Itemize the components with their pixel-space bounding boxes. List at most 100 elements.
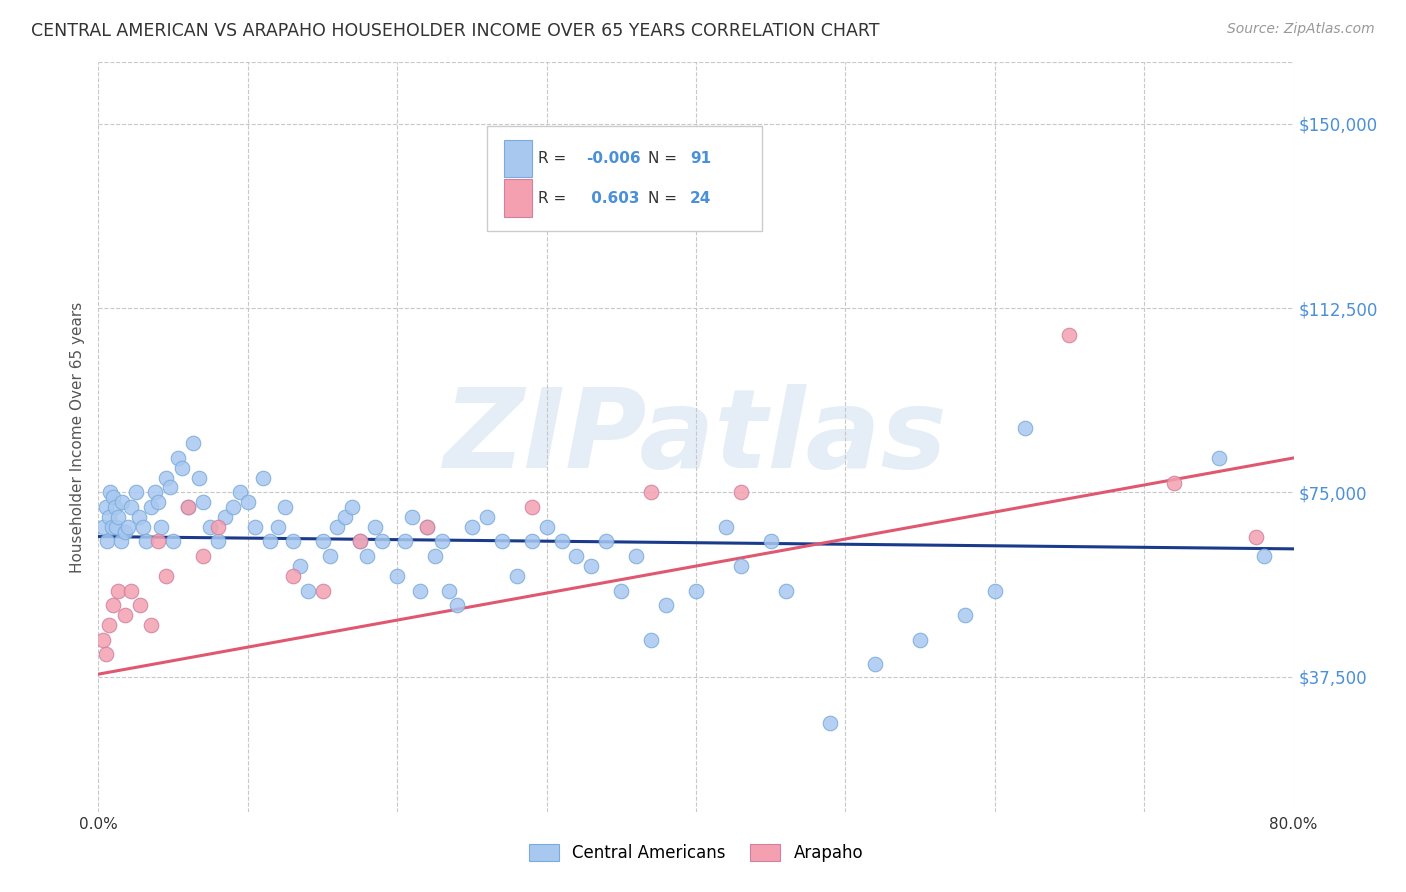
Point (1059, 328, 1081, 343)
Point (229, 485, 252, 500)
Point (333, 510, 356, 524)
Point (91, 632, 114, 647)
Text: N =: N = (648, 151, 682, 166)
Point (181, 436, 204, 450)
Point (128, 510, 150, 524)
Point (135, 534, 157, 549)
Point (94, 500, 117, 514)
Point (245, 520, 267, 534)
Point (953, 608, 976, 623)
Point (155, 569, 177, 583)
Point (105, 520, 128, 534)
Point (475, 510, 498, 524)
Point (125, 485, 148, 500)
Point (595, 534, 617, 549)
Point (349, 534, 371, 549)
Point (274, 500, 297, 514)
Point (984, 583, 1007, 598)
Y-axis label: Householder Income Over 65 years: Householder Income Over 65 years (69, 301, 84, 573)
Point (110, 534, 132, 549)
Point (155, 470, 177, 484)
Point (759, 534, 782, 549)
FancyBboxPatch shape (503, 179, 533, 217)
Point (491, 534, 513, 549)
Point (150, 520, 173, 534)
Point (423, 549, 446, 564)
Point (120, 500, 142, 514)
Point (865, 657, 887, 672)
Point (775, 583, 797, 598)
Point (430, 534, 453, 549)
Point (139, 500, 162, 514)
Point (143, 485, 166, 500)
Point (655, 599, 678, 613)
Point (207, 520, 229, 534)
Point (640, 485, 662, 500)
Point (187, 470, 209, 484)
Point (581, 559, 603, 574)
Point (401, 510, 423, 524)
Point (349, 534, 371, 549)
Point (408, 583, 430, 598)
Point (1253, 549, 1275, 564)
Point (536, 520, 558, 534)
Point (107, 583, 129, 598)
Point (96, 534, 118, 549)
Point (506, 569, 529, 583)
Point (1244, 530, 1267, 544)
Point (129, 599, 152, 613)
Point (177, 500, 200, 514)
Point (191, 495, 214, 509)
Point (281, 569, 304, 583)
Point (267, 520, 290, 534)
Point (730, 559, 752, 574)
Text: ZIPatlas: ZIPatlas (444, 384, 948, 491)
Point (1163, 475, 1185, 490)
Point (416, 520, 439, 534)
Point (520, 500, 543, 514)
Point (640, 632, 662, 647)
Point (214, 510, 236, 524)
Point (714, 520, 737, 534)
Point (416, 520, 439, 534)
Legend: Central Americans, Arapaho: Central Americans, Arapaho (520, 836, 872, 871)
Text: CENTRAL AMERICAN VS ARAPAHO HOUSEHOLDER INCOME OVER 65 YEARS CORRELATION CHART: CENTRAL AMERICAN VS ARAPAHO HOUSEHOLDER … (31, 22, 879, 40)
Point (200, 520, 222, 534)
Point (236, 495, 259, 509)
Point (385, 569, 409, 583)
Point (159, 480, 181, 494)
Point (162, 534, 184, 549)
Point (207, 534, 229, 549)
Text: N =: N = (648, 191, 682, 205)
Point (222, 500, 245, 514)
Point (97, 510, 120, 524)
Text: R =: R = (538, 191, 571, 205)
Point (439, 583, 461, 598)
Point (626, 549, 648, 564)
Point (94, 648, 117, 662)
Point (908, 632, 931, 647)
Point (364, 520, 387, 534)
Point (730, 485, 752, 500)
Point (114, 608, 136, 623)
Text: R =: R = (538, 151, 571, 166)
Point (148, 495, 170, 509)
Point (139, 618, 162, 632)
Point (91, 520, 114, 534)
Point (177, 500, 200, 514)
Point (461, 520, 484, 534)
Point (311, 583, 333, 598)
Text: 91: 91 (690, 151, 711, 166)
Point (98, 485, 122, 500)
Text: -0.006: -0.006 (586, 151, 641, 166)
Point (288, 559, 311, 574)
Point (111, 495, 134, 509)
Point (319, 549, 342, 564)
Text: 24: 24 (690, 191, 711, 205)
Point (297, 583, 319, 598)
Point (356, 549, 378, 564)
Point (191, 549, 214, 564)
Point (1014, 421, 1036, 435)
FancyBboxPatch shape (486, 126, 762, 231)
Point (166, 450, 188, 465)
